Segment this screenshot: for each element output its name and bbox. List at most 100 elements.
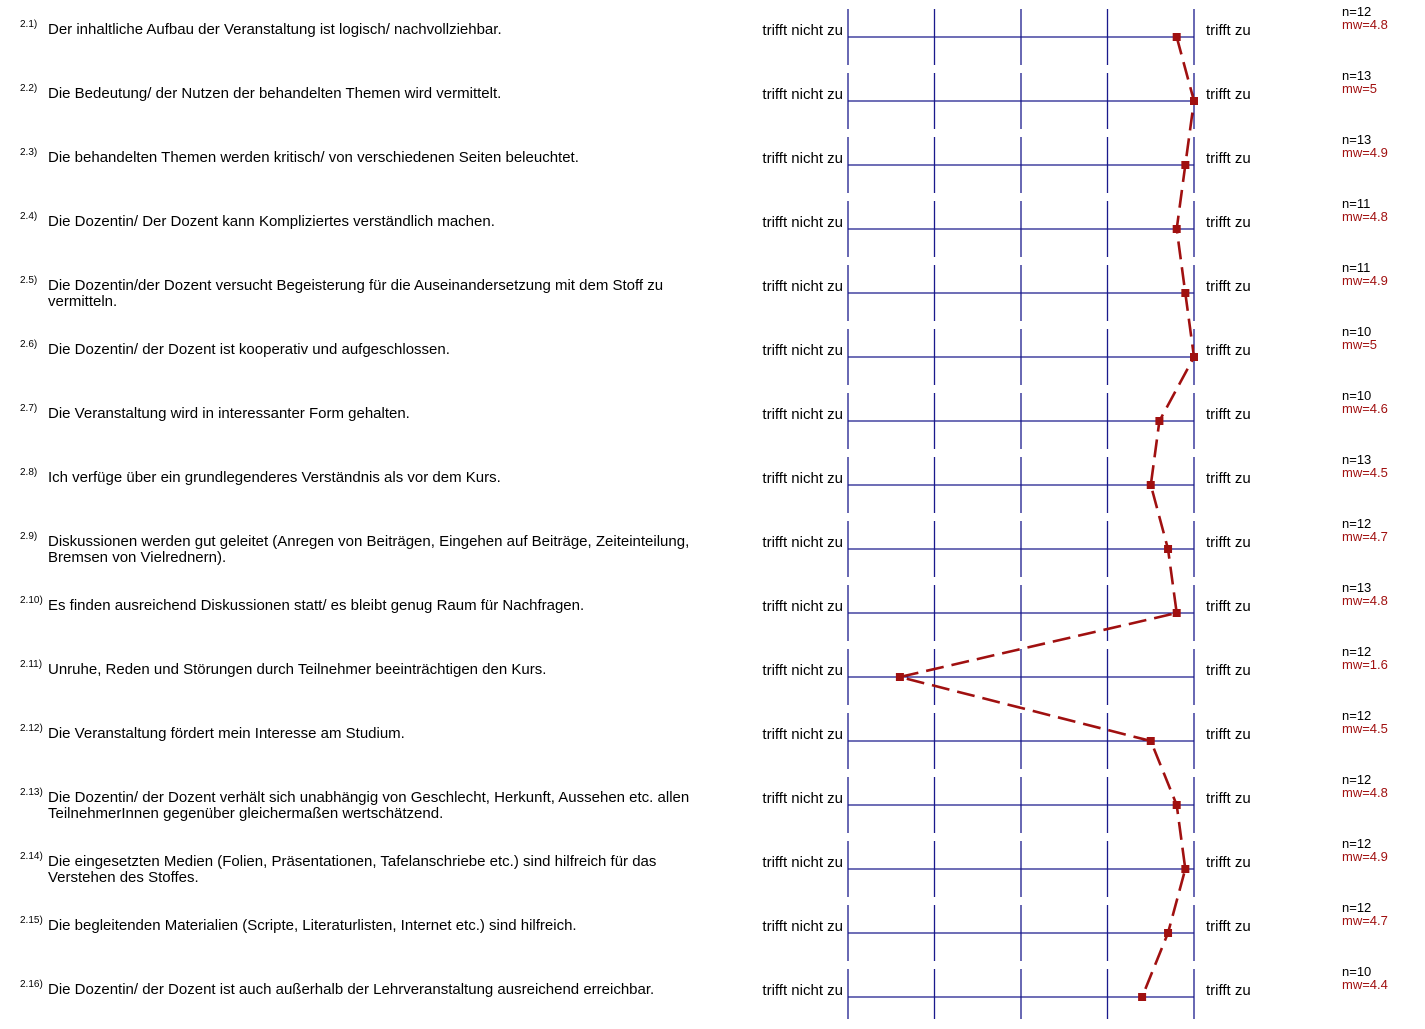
item-n-count: n=13 (1342, 68, 1372, 83)
mean-marker (1172, 33, 1181, 41)
mean-marker (1172, 225, 1181, 233)
left-pole-label: trifft nicht zu (762, 22, 843, 39)
item-row: 2.4) Die Dozentin/ Der Dozent kann Kompli… (0, 197, 1425, 261)
item-number: 2.3) (20, 147, 38, 158)
right-pole-label: trifft zu (1206, 342, 1251, 359)
right-pole-label: trifft zu (1206, 470, 1251, 487)
item-mean-value: mw=4.6 (1342, 401, 1388, 416)
mean-marker (1181, 865, 1190, 873)
item-mean-value: mw=4.8 (1342, 209, 1388, 224)
item-row: 2.9) Diskussionen werden gut geleitet (An… (0, 517, 1425, 581)
item-mean-value: mw=5 (1342, 337, 1378, 352)
item-number: 2.16) (20, 979, 43, 990)
item-number: 2.7) (20, 403, 38, 414)
item-row: 2.5) Die Dozentin/der Dozent versucht Beg… (0, 261, 1425, 325)
mean-marker (1181, 289, 1190, 297)
mean-marker (895, 673, 904, 681)
right-pole-label: trifft zu (1206, 854, 1251, 871)
item-mean-value: mw=1.6 (1342, 657, 1388, 672)
profile-line (899, 36, 1196, 998)
item-row: 2.12) Die Veranstaltung fördert mein Inte… (0, 709, 1425, 773)
left-pole-label: trifft nicht zu (762, 342, 843, 359)
item-row: 2.8) Ich verfüge über ein grundlegenderes… (0, 453, 1425, 517)
item-mean-value: mw=4.8 (1342, 593, 1388, 608)
left-pole-label: trifft nicht zu (762, 854, 843, 871)
item-row: 2.15) Die begleitenden Materialien (Scrip… (0, 901, 1425, 965)
right-pole-label: trifft zu (1206, 534, 1251, 551)
item-number: 2.5) (20, 275, 38, 286)
left-pole-label: trifft nicht zu (762, 86, 843, 103)
item-row: 2.10) Es finden ausreichend Diskussionen … (0, 581, 1425, 645)
right-pole-label: trifft zu (1206, 86, 1251, 103)
item-n-count: n=13 (1342, 132, 1372, 147)
mean-marker (1164, 929, 1173, 937)
item-row: 2.16) Die Dozentin/ der Dozent ist auch a… (0, 965, 1425, 1029)
item-number: 2.15) (20, 915, 43, 926)
item-question: Unruhe, Reden und Störungen durch Teilne… (48, 661, 547, 678)
item-n-count: n=13 (1342, 580, 1372, 595)
item-mean-value: mw=4.9 (1342, 849, 1388, 864)
left-pole-label: trifft nicht zu (762, 150, 843, 167)
right-pole-label: trifft zu (1206, 214, 1251, 231)
item-row: 2.11) Unruhe, Reden und Störungen durch T… (0, 645, 1425, 709)
item-n-count: n=12 (1342, 900, 1372, 915)
item-mean-value: mw=4.8 (1342, 17, 1388, 32)
item-mean-value: mw=4.9 (1342, 273, 1388, 288)
item-number: 2.14) (20, 851, 43, 862)
item-n-count: n=12 (1342, 644, 1372, 659)
item-number: 2.9) (20, 531, 38, 542)
right-pole-label: trifft zu (1206, 662, 1251, 679)
item-n-count: n=12 (1342, 772, 1372, 787)
item-number: 2.13) (20, 787, 43, 798)
mean-marker (1172, 609, 1181, 617)
item-question: Es finden ausreichend Diskussionen statt… (48, 597, 585, 614)
left-pole-label: trifft nicht zu (762, 662, 843, 679)
item-n-count: n=10 (1342, 324, 1372, 339)
item-mean-value: mw=4.5 (1342, 465, 1388, 480)
item-question: Diskussionen werden gut geleitet (Anrege… (48, 533, 690, 566)
right-pole-label: trifft zu (1206, 278, 1251, 295)
item-n-count: n=10 (1342, 388, 1372, 403)
item-mean-value: mw=4.7 (1342, 913, 1388, 928)
item-n-count: n=11 (1342, 196, 1371, 211)
left-pole-label: trifft nicht zu (762, 598, 843, 615)
item-row: 2.14) Die eingesetzten Medien (Folien, Pr… (0, 837, 1425, 901)
right-pole-label: trifft zu (1206, 598, 1251, 615)
item-number: 2.11) (20, 659, 43, 670)
left-pole-label: trifft nicht zu (762, 534, 843, 551)
item-row: 2.3) Die behandelten Themen werden kritis… (0, 133, 1425, 197)
item-mean-value: mw=4.8 (1342, 785, 1388, 800)
item-question: Die Dozentin/der Dozent versucht Begeist… (48, 277, 664, 310)
item-mean-value: mw=4.4 (1342, 977, 1388, 992)
item-row: 2.2) Die Bedeutung/ der Nutzen der behand… (0, 69, 1425, 133)
item-question: Die Dozentin/ der Dozent verhält sich un… (48, 789, 690, 822)
right-pole-label: trifft zu (1206, 22, 1251, 39)
item-n-count: n=10 (1342, 964, 1372, 979)
item-n-count: n=12 (1342, 4, 1372, 19)
item-number: 2.6) (20, 339, 38, 350)
left-pole-label: trifft nicht zu (762, 790, 843, 807)
right-pole-label: trifft zu (1206, 918, 1251, 935)
right-pole-label: trifft zu (1206, 406, 1251, 423)
item-mean-value: mw=4.9 (1342, 145, 1388, 160)
item-n-count: n=11 (1342, 260, 1371, 275)
item-number: 2.8) (20, 467, 38, 478)
item-question: Die Dozentin/ Der Dozent kann Komplizier… (48, 213, 495, 230)
item-row: 2.13) Die Dozentin/ der Dozent verhält si… (0, 773, 1425, 837)
mean-marker (1172, 801, 1181, 809)
mean-marker (1138, 993, 1147, 1001)
item-n-count: n=12 (1342, 516, 1372, 531)
item-number: 2.1) (20, 19, 38, 30)
left-pole-label: trifft nicht zu (762, 406, 843, 423)
right-pole-label: trifft zu (1206, 982, 1251, 999)
mean-marker (1190, 97, 1198, 105)
left-pole-label: trifft nicht zu (762, 278, 843, 295)
item-number: 2.10) (20, 595, 43, 606)
left-pole-label: trifft nicht zu (762, 470, 843, 487)
item-question: Die Bedeutung/ der Nutzen der behandelte… (48, 85, 502, 102)
item-question: Die Dozentin/ der Dozent ist auch außerh… (48, 981, 655, 998)
item-question: Die begleitenden Materialien (Scripte, L… (48, 917, 577, 934)
left-pole-label: trifft nicht zu (762, 982, 843, 999)
item-question: Die Dozentin/ der Dozent ist kooperativ … (48, 341, 450, 358)
